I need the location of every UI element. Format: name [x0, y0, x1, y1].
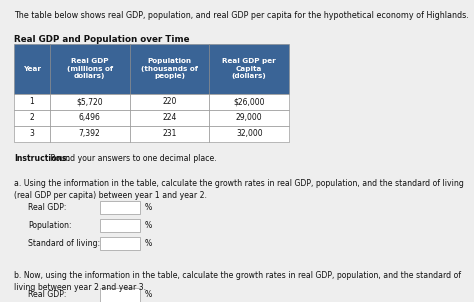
Bar	[210, 44, 289, 94]
Text: Round your answers to one decimal place.: Round your answers to one decimal place.	[48, 154, 217, 163]
Text: 1: 1	[29, 97, 34, 106]
Text: Real GDP and Population over Time: Real GDP and Population over Time	[14, 35, 190, 44]
Text: %: %	[145, 221, 152, 230]
Bar	[210, 126, 289, 142]
Bar	[50, 110, 129, 126]
Bar	[100, 237, 140, 250]
Bar	[100, 219, 140, 232]
Text: Population:: Population:	[28, 221, 72, 230]
Bar	[100, 201, 140, 214]
Bar	[50, 94, 129, 110]
Text: 6,496: 6,496	[79, 113, 100, 122]
Bar	[50, 126, 129, 142]
Bar	[129, 110, 210, 126]
Text: Real GDP
(millions of
dollars): Real GDP (millions of dollars)	[66, 58, 113, 79]
Text: 231: 231	[162, 129, 177, 138]
Bar	[210, 94, 289, 110]
Text: b. Now, using the information in the table, calculate the growth rates in real G: b. Now, using the information in the tab…	[14, 271, 461, 292]
Bar	[14, 94, 50, 110]
Text: Standard of living:: Standard of living:	[28, 239, 100, 248]
Text: Instructions:: Instructions:	[14, 154, 70, 163]
Text: 32,000: 32,000	[236, 129, 263, 138]
Text: Real GDP per
Capita
(dollars): Real GDP per Capita (dollars)	[222, 58, 276, 79]
Text: 3: 3	[29, 129, 35, 138]
Bar	[210, 110, 289, 126]
Text: Real GDP:: Real GDP:	[28, 291, 67, 299]
Bar	[14, 126, 50, 142]
Text: 7,392: 7,392	[79, 129, 100, 138]
Bar	[50, 44, 129, 94]
Text: 224: 224	[162, 113, 177, 122]
Text: 2: 2	[29, 113, 34, 122]
Bar	[129, 126, 210, 142]
Text: Population
(thousands of
people): Population (thousands of people)	[141, 58, 198, 79]
Bar	[14, 110, 50, 126]
Text: Real GDP:: Real GDP:	[28, 203, 67, 212]
Bar	[129, 44, 210, 94]
Text: a. Using the information in the table, calculate the growth rates in real GDP, p: a. Using the information in the table, c…	[14, 179, 464, 200]
Bar	[100, 288, 140, 302]
Text: The table below shows real GDP, population, and real GDP per capita for the hypo: The table below shows real GDP, populati…	[14, 11, 469, 20]
Text: 29,000: 29,000	[236, 113, 263, 122]
Text: 220: 220	[162, 97, 177, 106]
Text: $5,720: $5,720	[76, 97, 103, 106]
Text: %: %	[145, 239, 152, 248]
Bar	[129, 94, 210, 110]
Text: %: %	[145, 291, 152, 299]
Text: %: %	[145, 203, 152, 212]
Text: Year: Year	[23, 66, 41, 72]
Text: $26,000: $26,000	[234, 97, 265, 106]
Bar	[14, 44, 50, 94]
